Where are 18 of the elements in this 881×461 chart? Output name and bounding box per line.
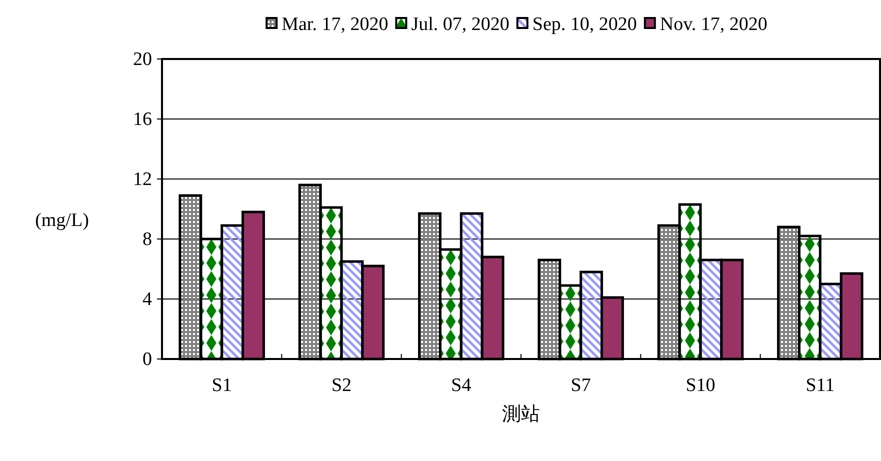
legend-label: Jul. 07, 2020 xyxy=(411,14,510,35)
legend-label: Sep. 10, 2020 xyxy=(532,14,637,35)
y-tick-label: 20 xyxy=(133,49,152,70)
y-tick-label: 12 xyxy=(133,169,152,190)
legend-label: Nov. 17, 2020 xyxy=(660,14,768,35)
y-tick-label: 0 xyxy=(142,349,152,370)
x-tick-label: S7 xyxy=(570,375,591,396)
x-tick-label: S10 xyxy=(686,375,716,396)
legend-label: Mar. 17, 2020 xyxy=(282,14,388,35)
x-tick-label: S11 xyxy=(806,375,835,396)
x-tick-label: S4 xyxy=(451,375,472,396)
y-axis-title: (mg/L) xyxy=(35,210,89,231)
x-axis-title: 測站 xyxy=(502,404,540,425)
x-tick-label: S2 xyxy=(331,375,352,396)
y-tick-label: 4 xyxy=(142,289,152,310)
x-tick-label: S1 xyxy=(212,375,232,396)
y-tick-label: 16 xyxy=(133,109,152,130)
y-tick-label: 8 xyxy=(142,229,152,250)
